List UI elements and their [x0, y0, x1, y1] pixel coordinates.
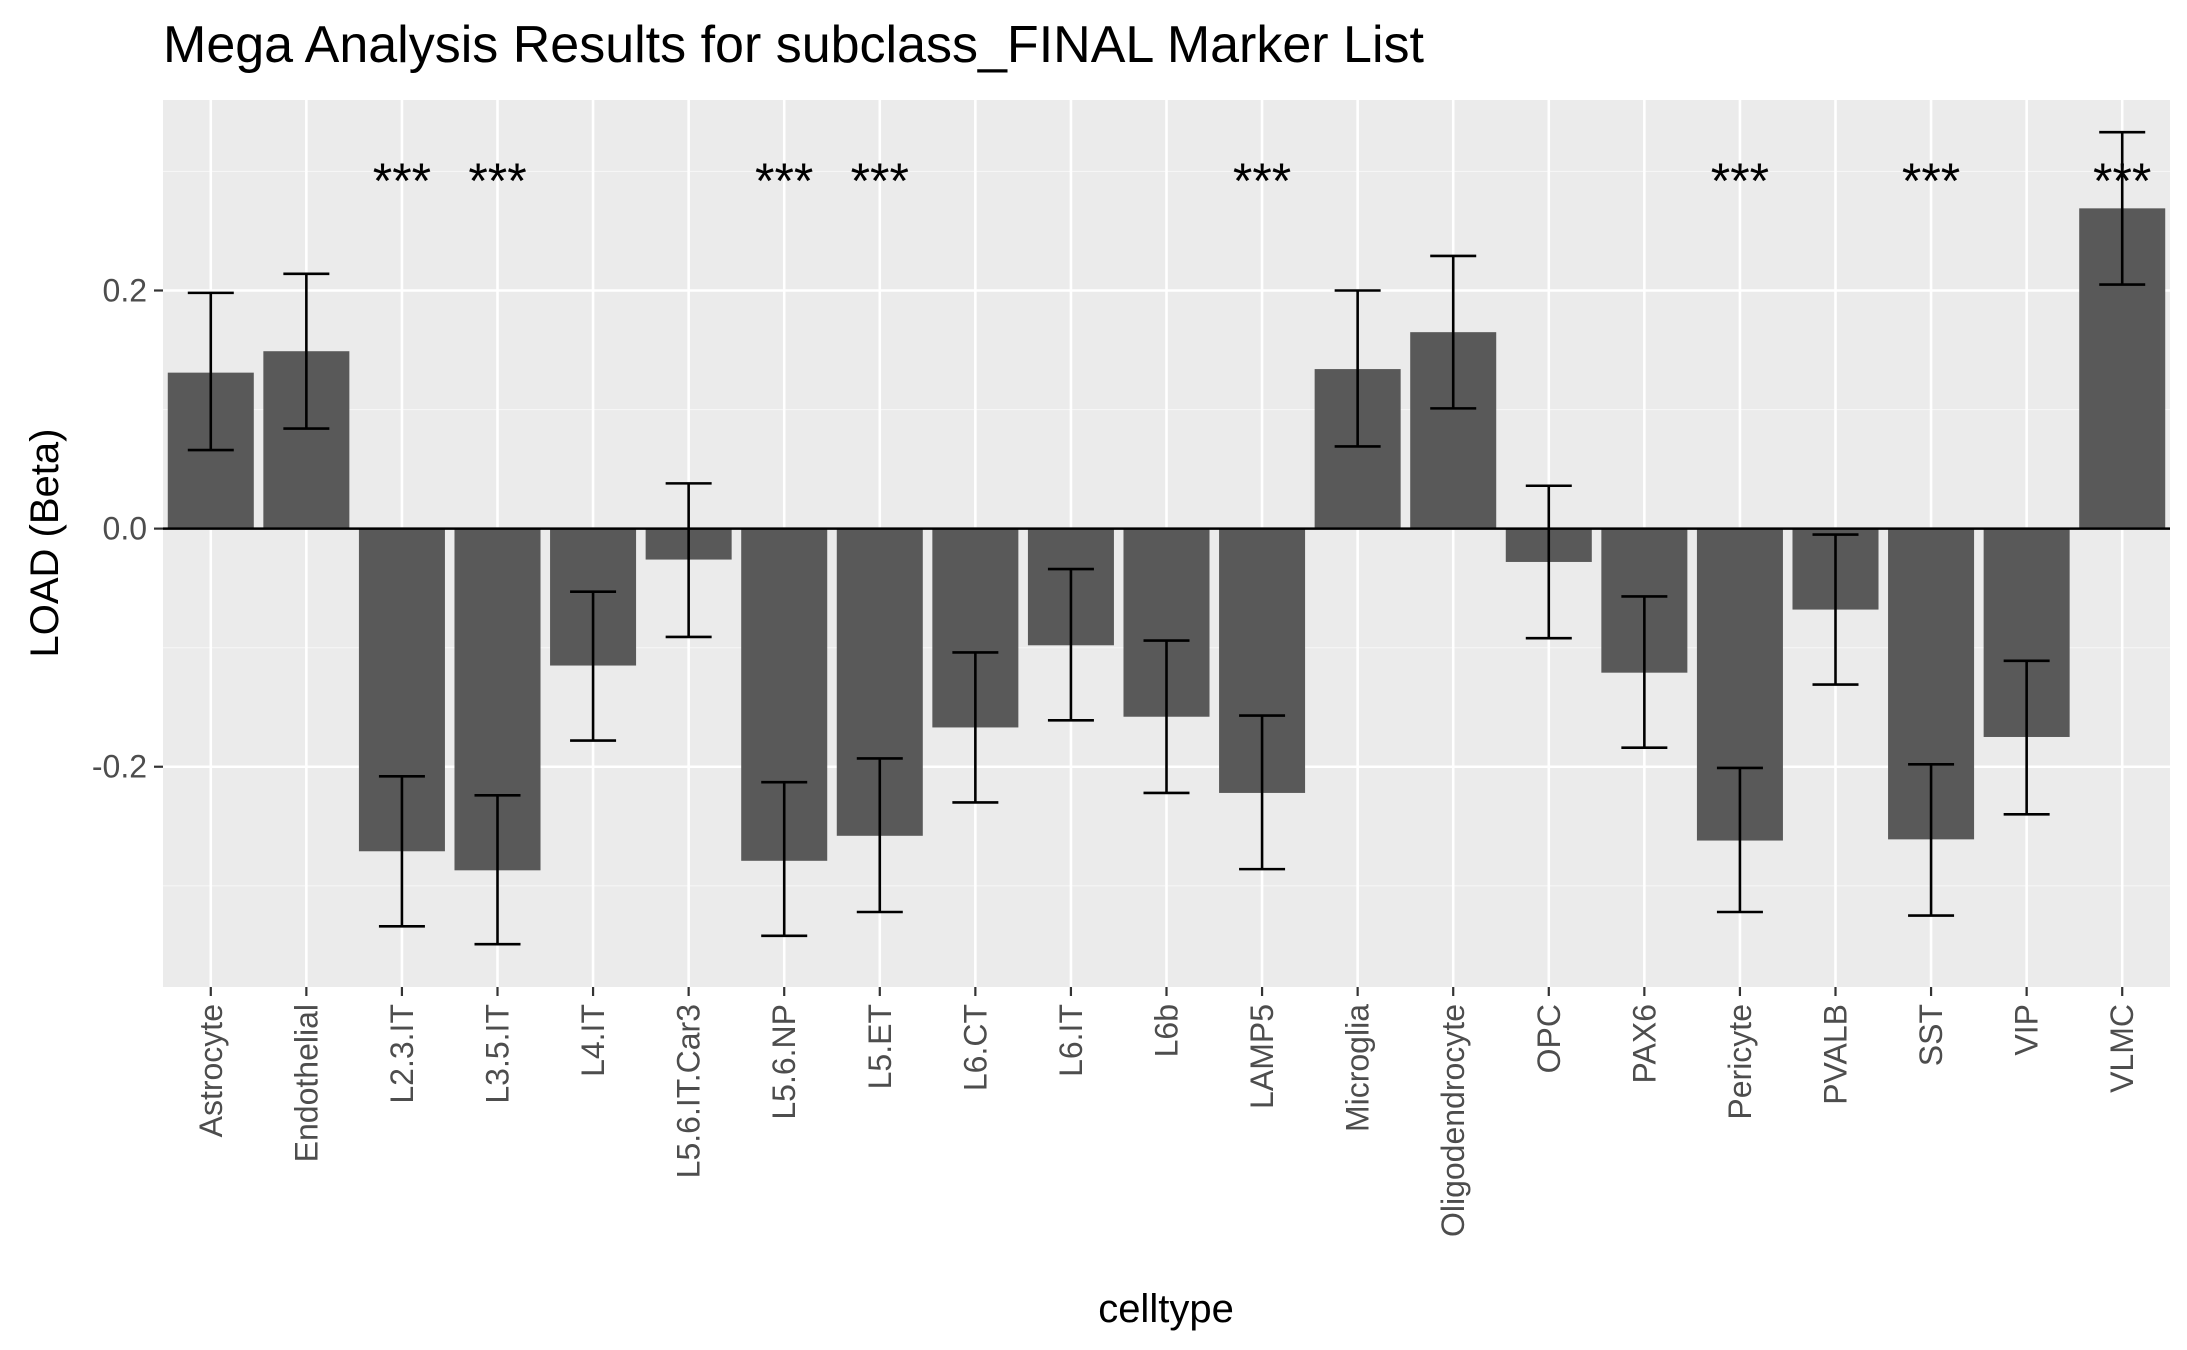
- error-bar: [1143, 639, 1190, 795]
- error-bar: [761, 780, 808, 938]
- x-tick-label: VIP: [2009, 1004, 2045, 1056]
- x-tick-label: SST: [1913, 1004, 1949, 1066]
- error-bar: [378, 774, 425, 928]
- y-tick-label: 0.0: [103, 511, 147, 547]
- x-tick-label: LAMP5: [1244, 1004, 1280, 1109]
- x-tick-label: L6.CT: [957, 1004, 993, 1091]
- error-bar: [665, 482, 712, 639]
- error-bar: [187, 291, 234, 452]
- error-bar: [570, 590, 617, 742]
- x-tick-label: L5.6.NP: [766, 1004, 802, 1120]
- error-bar: [283, 272, 330, 430]
- significance-label: ***: [373, 153, 431, 209]
- x-tick-label: L4.IT: [575, 1004, 611, 1077]
- x-tick-label: L5.ET: [862, 1004, 898, 1089]
- x-tick-label: Pericyte: [1722, 1004, 1758, 1120]
- x-tick-label: L6b: [1149, 1004, 1185, 1057]
- x-tick-label: PAX6: [1626, 1004, 1662, 1083]
- x-tick-label: Oligodendrocyte: [1435, 1004, 1471, 1237]
- significance-label: ***: [1233, 153, 1291, 209]
- significance-label: ***: [1902, 153, 1960, 209]
- error-bar: [1334, 289, 1381, 448]
- error-bar: [1047, 567, 1094, 722]
- x-tick-label: L6.IT: [1053, 1004, 1089, 1077]
- error-bar: [952, 651, 999, 804]
- x-tick-label: Astrocyte: [193, 1004, 229, 1137]
- error-bar: [1430, 254, 1477, 410]
- y-axis: -0.2 0.0 0.2: [92, 272, 163, 785]
- error-bar: [2099, 130, 2146, 286]
- error-bar: [1525, 484, 1572, 640]
- error-bar: [2003, 659, 2050, 816]
- y-tick-label: -0.2: [92, 749, 147, 785]
- error-bar: [1621, 595, 1668, 749]
- error-bar: [474, 794, 521, 946]
- chart-title: Mega Analysis Results for subclass_FINAL…: [163, 16, 1425, 74]
- significance-labels: *** *** *** *** *** *** *** ***: [373, 153, 2152, 209]
- x-tick-label: L5.6.IT.Car3: [671, 1004, 707, 1178]
- x-axis-title: celltype: [1098, 1287, 1234, 1331]
- error-bar: [1908, 763, 1955, 917]
- x-tick-label: OPC: [1531, 1004, 1567, 1073]
- error-bars: [187, 130, 2146, 946]
- y-axis-title: LOAD (Beta): [23, 429, 67, 658]
- significance-label: ***: [2093, 153, 2151, 209]
- error-bar: [856, 757, 903, 914]
- x-tick-label: Microglia: [1340, 1004, 1376, 1132]
- x-tick-label: L2.3.IT: [384, 1004, 420, 1104]
- significance-label: ***: [468, 153, 526, 209]
- x-tick-label: L3.5.IT: [480, 1004, 516, 1104]
- x-tick-label: Endothelial: [288, 1004, 324, 1162]
- x-tick-label: VLMC: [2104, 1004, 2140, 1093]
- x-tick-label: PVALB: [1818, 1004, 1854, 1105]
- significance-label: ***: [1711, 153, 1769, 209]
- significance-label: ***: [755, 153, 813, 209]
- x-axis: Astrocyte Endothelial L2.3.IT L3.5.IT L4.IT L…: [193, 987, 2140, 1237]
- error-bar: [1239, 714, 1286, 871]
- y-tick-label: 0.2: [103, 272, 147, 308]
- significance-label: ***: [851, 153, 909, 209]
- error-bar: [1716, 766, 1763, 914]
- error-bar: [1812, 533, 1859, 686]
